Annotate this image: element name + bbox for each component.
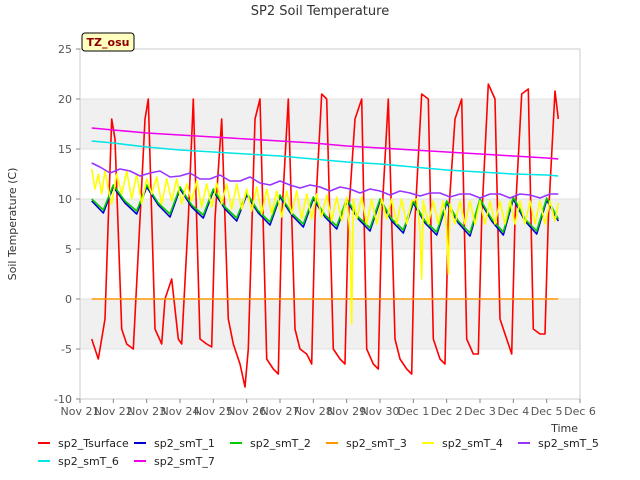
legend-item-sp2_smT_4: sp2_smT_4 <box>422 437 503 450</box>
x-tick-label: Nov 21 <box>61 405 100 418</box>
legend-label: sp2_smT_2 <box>250 437 311 450</box>
x-tick-label: Dec 1 <box>397 405 429 418</box>
legend-item-sp2_smT_2: sp2_smT_2 <box>230 437 311 450</box>
y-tick-label: 10 <box>58 193 72 206</box>
station-badge-label: TZ_osu <box>87 36 130 49</box>
y-tick-label: 0 <box>65 293 72 306</box>
chart-title: SP2 Soil Temperature <box>251 4 389 19</box>
x-axis-title: Time <box>550 422 578 435</box>
y-tick-label: 25 <box>58 43 72 56</box>
legend-item-sp2_smT_5: sp2_smT_5 <box>518 437 599 450</box>
legend-label: sp2_smT_6 <box>58 455 119 468</box>
plot-frame <box>79 48 581 400</box>
legend-item-sp2_smT_7: sp2_smT_7 <box>134 455 215 468</box>
series-line-sp2_smT_7 <box>91 127 559 160</box>
series-line-sp2_Tsurface <box>90 83 560 388</box>
legend-label: sp2_smT_7 <box>154 455 215 468</box>
x-tick-label: Nov 28 <box>294 405 333 418</box>
y-tick-label: 5 <box>65 243 72 256</box>
legend-item-sp2_Tsurface: sp2_Tsurface <box>38 437 129 450</box>
x-tick-label: Nov 27 <box>261 405 300 418</box>
x-tick-label: Dec 2 <box>431 405 463 418</box>
legend-item-sp2_smT_3: sp2_smT_3 <box>326 437 407 450</box>
x-tick-label: Nov 25 <box>194 405 233 418</box>
y-axis: -10 -5 0 5 10 15 20 25 <box>54 43 80 406</box>
legend-label: sp2_smT_4 <box>442 437 503 450</box>
legend-label: sp2_Tsurface <box>58 437 129 450</box>
series-lines <box>90 83 560 388</box>
x-tick-label: Nov 30 <box>361 405 400 418</box>
x-tick-label: Dec 3 <box>464 405 496 418</box>
legend-item-sp2_smT_1: sp2_smT_1 <box>134 437 215 450</box>
x-tick-label: Nov 29 <box>327 405 366 418</box>
x-tick-label: Nov 23 <box>127 405 166 418</box>
y-tick-label: -10 <box>54 393 72 406</box>
legend-item-sp2_smT_6: sp2_smT_6 <box>38 455 119 468</box>
series-line-sp2_smT_5 <box>91 162 559 199</box>
legend-label: sp2_smT_3 <box>346 437 407 450</box>
x-tick-label: Nov 26 <box>227 405 266 418</box>
legend-label: sp2_smT_1 <box>154 437 215 450</box>
y-tick-label: 20 <box>58 93 72 106</box>
x-tick-label: Nov 22 <box>94 405 133 418</box>
legend-label: sp2_smT_5 <box>538 437 599 450</box>
y-axis-title: Soil Temperature (C) <box>6 168 19 281</box>
x-tick-label: Dec 5 <box>531 405 563 418</box>
background-band <box>80 99 580 149</box>
series-line-sp2_smT_6 <box>91 140 559 177</box>
x-tick-label: Dec 6 <box>564 405 596 418</box>
series-line-sp2_smT_2 <box>91 184 560 234</box>
y-tick-label: -5 <box>61 343 72 356</box>
y-tick-label: 15 <box>58 143 72 156</box>
series-line-sp2_smT_4 <box>90 168 560 325</box>
legend: sp2_Tsurface sp2_smT_1 sp2_smT_2 sp2_smT_3 s… <box>38 437 599 468</box>
station-badge: TZ_osu <box>81 32 135 52</box>
x-tick-label: Dec 4 <box>497 405 529 418</box>
x-tick-label: Nov 24 <box>161 405 200 418</box>
